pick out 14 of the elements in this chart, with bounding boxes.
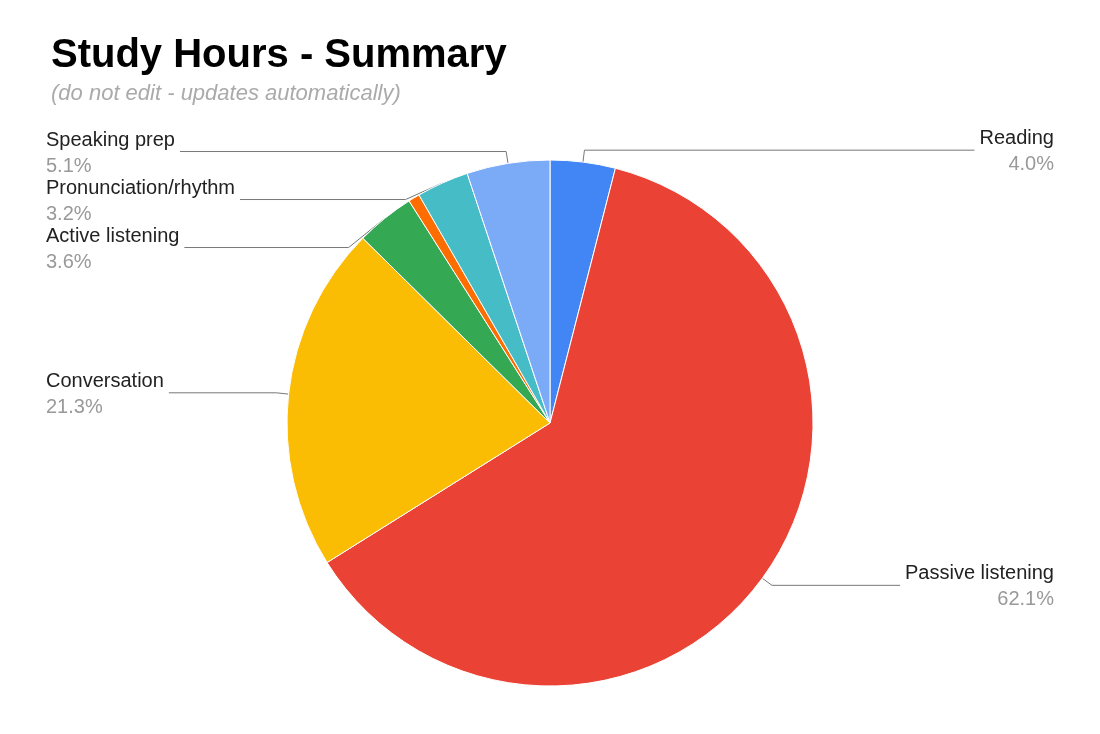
data-label: 3.2% [46, 201, 92, 224]
slice-label: Speaking prep [46, 127, 175, 150]
chart-title: Study Hours - Summary [51, 31, 508, 75]
data-label: 62.1% [997, 587, 1055, 610]
slice-label: Reading [979, 126, 1054, 149]
slice-label: Passive listening [905, 561, 1054, 584]
slice-label: Conversation [46, 368, 164, 391]
chart-subtitle: (do not edit - updates automatically) [51, 79, 401, 105]
data-label: 3.6% [46, 249, 92, 272]
data-label: 21.3% [46, 394, 103, 417]
slice-label: Active listening [46, 223, 180, 246]
data-label: 4.0% [1008, 152, 1055, 175]
data-label: 5.1% [46, 153, 92, 176]
slice-label: Pronunciation/rhythm [46, 175, 235, 198]
